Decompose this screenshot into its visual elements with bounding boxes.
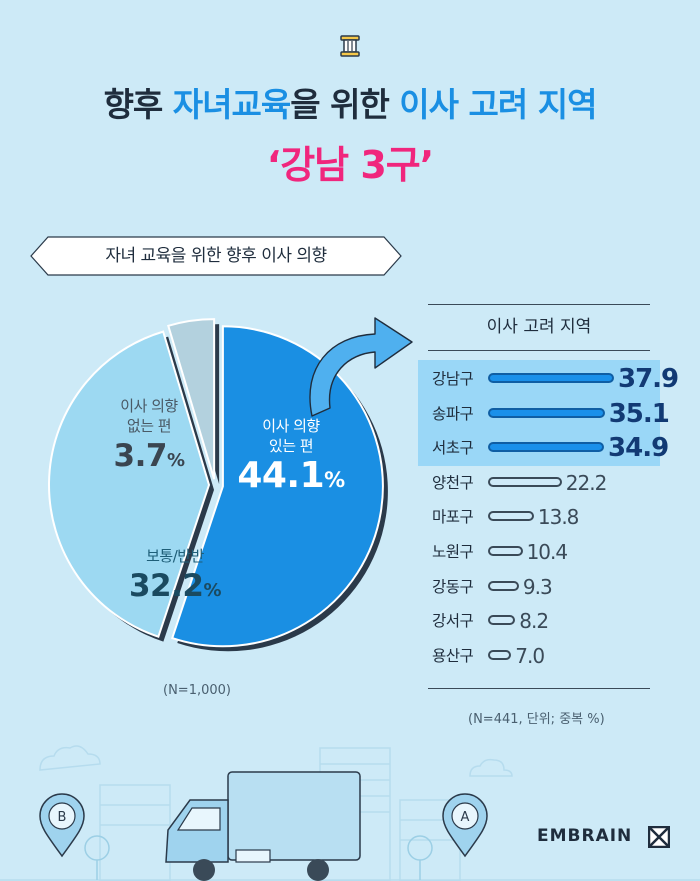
bar-category-label: 노원구 [432,542,474,561]
bar [488,407,605,418]
title-part-3: 을 위한 [290,85,400,124]
map-pin-a-icon: A [442,793,488,858]
brand-logo: EMBRAIN [537,826,633,846]
bar-row: 양천구 22.2 [428,466,668,501]
region-panel-divider [428,688,650,689]
pie-label-no: 이사 의향 없는 편 3.7% [94,396,204,481]
bar-row: 노원구 10.4 [428,535,668,570]
bar-value-label: 13.8 [537,505,580,530]
bar [488,545,523,556]
bar-value-label: 7.0 [515,643,545,668]
pie-unit-mid: % [203,580,222,601]
curved-arrow-icon [309,317,413,417]
pie-label-yes-line1: 이사 의향 [262,417,320,435]
bar [488,580,519,591]
bar-row: 송파구 35.1 [428,397,670,432]
pie-value-no: 3.7 [113,438,168,474]
bar-category-label: 용산구 [432,646,474,665]
pie-label-no-line1: 이사 의향 [120,397,178,415]
region-panel-title: 이사 고려 지역 [428,304,650,351]
bar-category-label: 양천구 [432,473,474,492]
bar-category-label: 송파구 [432,404,474,423]
bar-category-label: 서초구 [432,439,474,458]
pie-unit-no: % [166,450,185,471]
pie-label-mid: 보통/반반 32.2% [105,546,245,611]
bar-row: 강동구 9.3 [428,570,668,605]
title-part-4: 이사 고려 지역 [399,85,597,124]
bar-category-label: 강서구 [432,612,474,631]
svg-text:A: A [461,810,470,825]
bar-value-label: 34.9 [608,433,669,464]
bar-category-label: 강남구 [432,370,474,388]
bar-value-label: 22.2 [565,470,608,495]
tree-right [407,835,433,880]
bar-value-label: 10.4 [526,539,569,564]
pie-sample-note: (N=1,000) [163,683,231,698]
pie-value-yes: 44.1 [237,455,325,496]
embrain-logo-icon [648,826,670,848]
pie-slice-no [167,318,216,480]
title-part-1: 향후 [103,85,173,124]
bar [488,476,562,487]
bar-row: 강남구 37.9 [428,362,679,397]
region-bar-chart: 강남구 37.9 송파구 35.1 서초구 34.9 양천구 22.2 마포구 13.8 노원구 10… [428,362,679,674]
bar-value-label: 37.9 [618,364,679,394]
bar-category-label: 강동구 [432,577,474,596]
bar [488,615,516,626]
bar-row: 서초구 34.9 [428,431,669,466]
pie-unit-yes: % [324,468,345,492]
bar-category-label: 마포구 [432,508,474,527]
pie-slice-mid [48,330,211,638]
bar [488,373,614,383]
title-part-2: 자녀교육 [172,85,291,124]
svg-text:B: B [58,810,67,825]
bar [488,511,534,522]
pie-label-mid-line1: 보통/반반 [146,547,204,565]
bar-value-label: 9.3 [522,574,553,599]
bar-value-label: 8.2 [519,609,549,634]
bar-sample-note: (N=441, 단위; 중복 %) [468,712,605,727]
bar-row: 용산구 7.0 [428,639,668,674]
page-title: 향후 자녀교육을 위한 이사 고려 지역 [0,78,700,126]
city-scene: B A [0,745,700,881]
bar-value-label: 35.1 [608,398,670,429]
truck-icon [165,771,361,881]
bar-row: 마포구 13.8 [428,500,668,535]
bar [488,442,605,453]
section-banner [30,236,402,276]
pie-label-yes-line2: 있는 편 [268,437,314,455]
page-subtitle: ‘강남 3구’ [266,143,434,187]
pie-label-yes: 이사 의향 있는 편 44.1% [236,416,346,500]
pie-label-no-line2: 없는 편 [126,417,172,435]
pillar-icon [340,35,360,57]
banner-text: 자녀 교육을 위한 향후 이사 의향 [105,246,327,266]
bar-row: 강서구 8.2 [428,604,668,639]
tree-left [84,835,110,880]
pie-value-mid: 32.2 [128,568,204,604]
bar [488,649,512,660]
map-pin-b-icon: B [39,793,85,858]
